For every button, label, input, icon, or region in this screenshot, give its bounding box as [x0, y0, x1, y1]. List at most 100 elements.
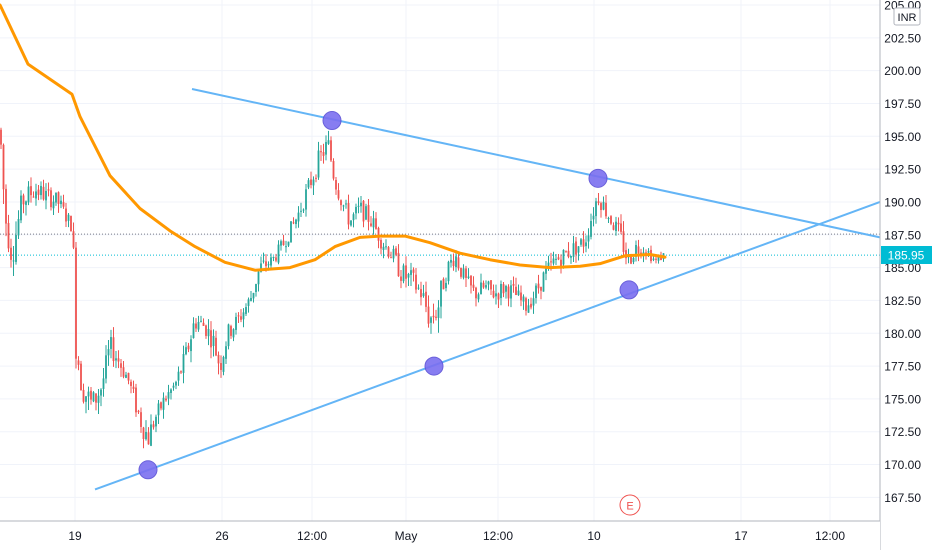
trendlines[interactable] — [94, 88, 881, 491]
candle-body — [477, 294, 480, 300]
candle-body — [202, 322, 205, 326]
candle-body — [585, 242, 587, 247]
candle-body — [140, 412, 142, 427]
candle-body — [260, 263, 262, 272]
candle-body — [647, 251, 650, 253]
candle-body — [362, 200, 365, 222]
time-tick-label: 10 — [587, 529, 601, 543]
candle-body — [495, 293, 497, 297]
pivot-marker[interactable] — [138, 460, 158, 480]
candle-body — [485, 285, 487, 288]
candle-body — [172, 385, 175, 388]
candle-body — [127, 372, 130, 381]
candle-body — [407, 274, 410, 278]
candle-body — [590, 220, 592, 237]
candle-body — [117, 358, 120, 362]
candle-body — [392, 248, 395, 259]
candle-body — [520, 292, 522, 301]
price-axis-panel[interactable] — [880, 0, 932, 550]
candle-body — [175, 381, 177, 386]
last-price-label: 185.95 — [888, 249, 925, 263]
pivot-markers[interactable] — [138, 111, 639, 480]
candle-body — [320, 151, 322, 153]
candle-body — [445, 282, 447, 289]
candle-body — [105, 355, 107, 379]
candle-body — [527, 305, 530, 313]
candle-body — [197, 321, 200, 330]
candle-body — [597, 201, 600, 204]
candle-body — [355, 206, 357, 214]
candle-body — [135, 387, 137, 413]
candle-body — [180, 371, 182, 373]
candle-body — [565, 251, 567, 253]
candle-body — [492, 290, 495, 298]
candle-body — [222, 357, 225, 372]
candle-body — [257, 271, 260, 285]
candle-body — [600, 203, 602, 211]
candle-body — [462, 268, 465, 278]
candle-body — [450, 259, 452, 263]
time-axis-panel[interactable] — [0, 521, 880, 550]
candle-body — [330, 140, 332, 161]
candle-body — [447, 261, 450, 282]
candle-body — [415, 274, 417, 290]
price-tick-label: 192.50 — [884, 163, 921, 177]
candle-body — [102, 378, 105, 389]
candle-body — [287, 241, 290, 246]
candle-body — [502, 284, 505, 294]
event-marker[interactable]: E — [619, 494, 641, 516]
pivot-marker[interactable] — [424, 356, 444, 376]
time-tick-label: 19 — [68, 529, 82, 543]
candle-body — [550, 261, 552, 263]
candle-body — [532, 298, 535, 306]
candle-body — [62, 202, 65, 207]
candle-body — [387, 247, 390, 257]
candle-body — [397, 252, 400, 277]
candle-body — [217, 354, 220, 364]
candle-body — [0, 129, 2, 145]
candle-body — [205, 325, 207, 336]
candle-body — [212, 335, 215, 347]
candle-body — [360, 202, 362, 207]
candle-body — [60, 200, 62, 205]
trendline-upper[interactable] — [191, 88, 881, 239]
candle-body — [315, 177, 317, 179]
candle-body — [50, 190, 52, 208]
candle-body — [440, 280, 442, 307]
pivot-marker[interactable] — [619, 280, 639, 300]
trendline-lower[interactable] — [94, 201, 881, 491]
candle-body — [560, 259, 562, 267]
candle-body — [417, 287, 420, 289]
candle-body — [617, 222, 620, 225]
candle-body — [12, 260, 15, 262]
candle-body — [347, 202, 350, 225]
candle-body — [507, 286, 510, 299]
candle-body — [157, 403, 160, 416]
event-marker-circle[interactable] — [619, 494, 641, 516]
candle-body — [115, 358, 117, 361]
candle-body — [595, 201, 597, 217]
pivot-marker[interactable] — [322, 111, 342, 131]
time-tick-label: 17 — [734, 529, 748, 543]
candle-body — [515, 286, 517, 296]
candle-body — [385, 246, 387, 248]
candle-body — [235, 316, 237, 330]
candle-body — [47, 189, 50, 191]
candle-body — [165, 398, 167, 401]
candle-body — [32, 196, 35, 198]
candle-body — [290, 221, 292, 243]
candle-body — [420, 289, 422, 298]
time-tick-label: May — [395, 529, 418, 543]
candle-body — [487, 281, 490, 285]
candle-body — [162, 397, 165, 410]
price-tick-label: 182.50 — [884, 294, 921, 308]
candle-body — [500, 283, 502, 299]
candle-body — [612, 225, 615, 230]
candle-body — [350, 220, 352, 226]
candle-body — [337, 190, 340, 199]
pivot-marker[interactable] — [588, 168, 608, 188]
candle-body — [302, 209, 305, 211]
candle-body — [265, 261, 267, 267]
candle-body — [570, 255, 572, 258]
